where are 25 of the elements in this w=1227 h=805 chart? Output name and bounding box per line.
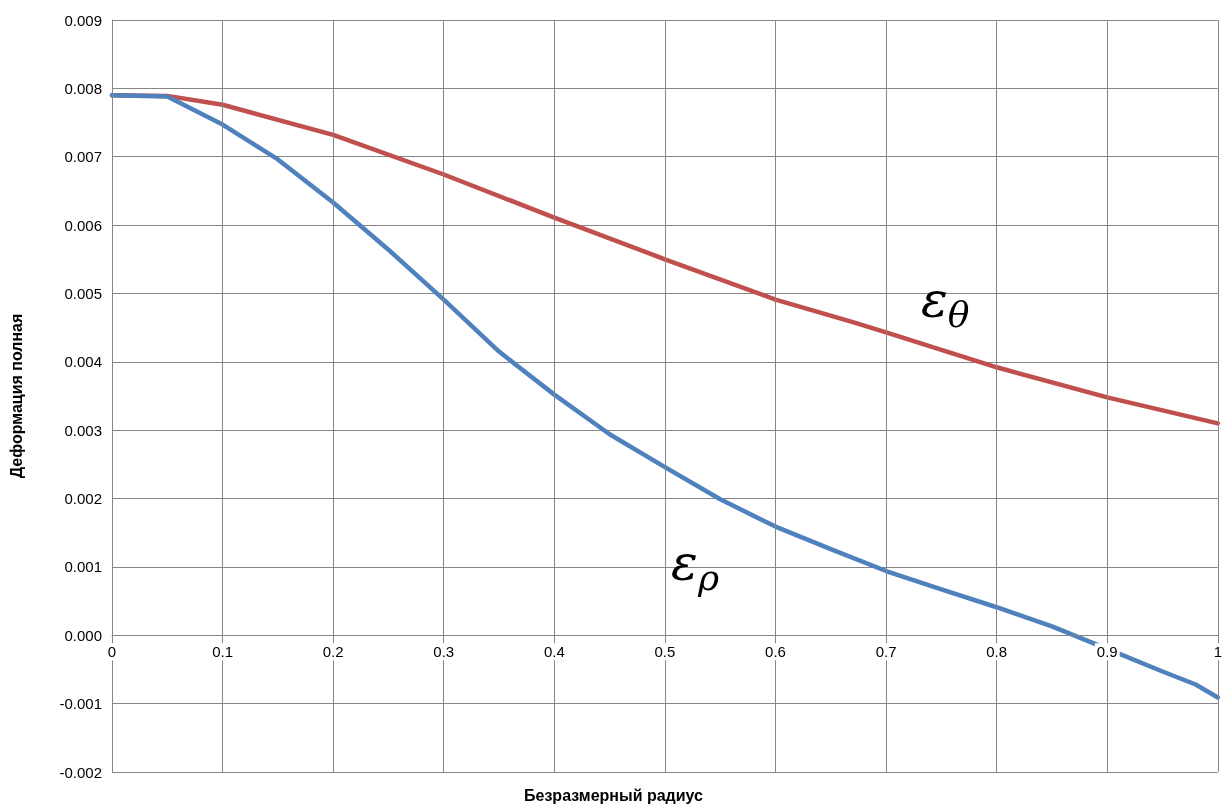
x-tick-label: 1 [1213,643,1222,661]
y-tick-label: 0.005 [64,284,102,302]
y-tick-label: 0.009 [64,11,102,29]
y-tick-label: -0.001 [59,695,102,713]
y-tick-label: 0.001 [64,558,102,576]
x-tick-label: 0.7 [875,643,897,661]
y-tick-label: 0.000 [64,626,102,644]
x-tick-label: 0 [107,643,117,661]
x-tick-label: 0.3 [433,643,455,661]
y-axis-title: Деформация полная [7,313,25,479]
x-tick-label: 0.1 [212,643,234,661]
x-tick-label: 0.6 [765,643,786,661]
y-tick-label: 0.008 [64,79,102,97]
y-tick-label: 0.003 [64,421,102,439]
x-tick-label: 0.5 [654,643,676,661]
y-tick-label: 0.004 [64,353,102,371]
y-tick-label: 0.002 [64,490,102,508]
x-axis-title: Безразмерный радиус [524,786,704,804]
x-tick-label: 0.2 [322,643,344,661]
x-tick-label: 0.8 [986,643,1008,661]
y-tick-label: 0.006 [64,216,102,234]
x-tick-label: 0.4 [543,643,565,661]
y-tick-label: 0.007 [64,148,102,166]
y-tick-label: -0.002 [59,763,102,781]
line-series [109,92,1221,700]
